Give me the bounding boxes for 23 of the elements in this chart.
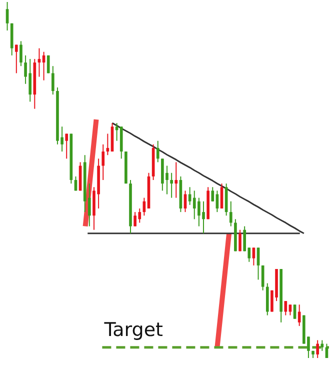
candlestick [102,144,105,180]
candlestick [6,2,9,31]
ref-line-label: Target [103,318,163,341]
candlestick [211,186,214,202]
candlestick [20,40,22,67]
candlestick [238,229,242,252]
candlestick [216,190,219,213]
candlestick [14,44,18,74]
candlestick [320,340,324,352]
candlestick [252,247,256,266]
candlestick [52,66,54,96]
candlestick [298,304,301,326]
candlestick [256,247,260,280]
candlestick [188,186,192,206]
candlestick [174,162,178,198]
candlestick [284,300,288,316]
candlestick [293,304,296,320]
candlestick [156,140,160,163]
candlestick [229,200,232,227]
candlestick [184,190,187,213]
candlestick [170,172,173,198]
candlestick [65,133,68,160]
candlestick [316,340,320,358]
